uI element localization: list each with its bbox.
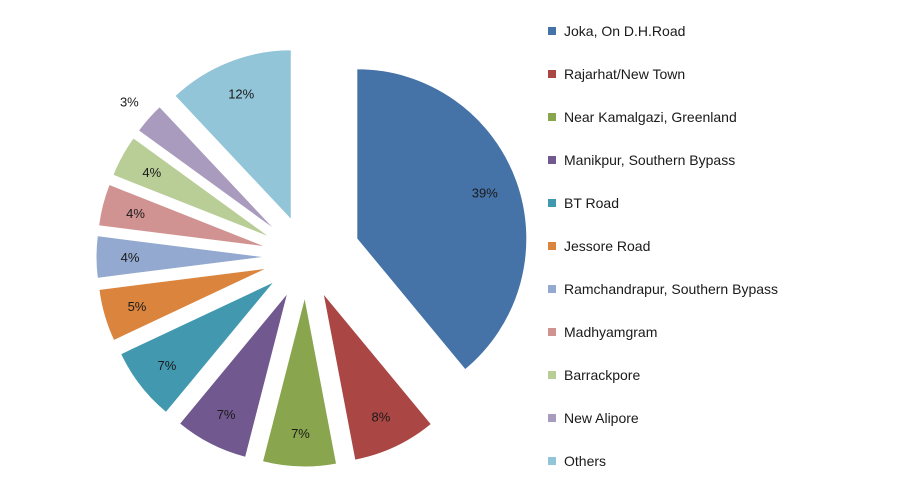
- legend-swatch: [548, 156, 556, 164]
- legend-swatch: [548, 457, 556, 465]
- legend-label: Joka, On D.H.Road: [564, 23, 686, 39]
- pie-slice: [95, 235, 267, 279]
- legend-label: Ramchandrapur, Southern Bypass: [564, 281, 779, 297]
- pie-slice: [261, 296, 338, 468]
- legend-swatch: [548, 70, 556, 78]
- slice-data-label: 4%: [126, 206, 145, 221]
- slice-data-label: 7%: [158, 358, 177, 373]
- pie-slice: [178, 292, 289, 458]
- legend-swatch: [548, 242, 556, 250]
- legend-item: Joka, On D.H.Road: [548, 22, 888, 65]
- legend-item: Madhyamgram: [548, 323, 888, 366]
- pie-slice: [119, 281, 275, 414]
- pie-slice: [137, 105, 277, 231]
- legend-label: Madhyamgram: [564, 324, 658, 340]
- legend-label: Others: [564, 453, 607, 469]
- legend-item: New Alipore: [548, 409, 888, 452]
- legend-swatch: [548, 414, 556, 422]
- legend-item: Near Kamalgazi, Greenland: [548, 108, 888, 151]
- legend-label: Barrackpore: [564, 367, 641, 383]
- legend-item: Rajarhat/New Town: [548, 65, 888, 108]
- slice-data-label: 5%: [128, 299, 147, 314]
- pie-slice: [98, 267, 268, 342]
- legend-label: New Alipore: [564, 410, 639, 426]
- slice-data-label: 8%: [372, 409, 391, 424]
- legend-item: Ramchandrapur, Southern Bypass: [548, 280, 888, 323]
- legend-swatch: [548, 285, 556, 293]
- legend-label: Rajarhat/New Town: [564, 66, 686, 82]
- legend-swatch: [548, 27, 556, 35]
- legend-swatch: [548, 328, 556, 336]
- legend-label: Manikpur, Southern Bypass: [564, 152, 736, 168]
- legend-item: BT Road: [548, 194, 888, 237]
- slice-data-label: 4%: [121, 250, 140, 265]
- pie-slice: [112, 137, 272, 239]
- legend-swatch: [548, 199, 556, 207]
- legend-item: Jessore Road: [548, 237, 888, 280]
- pie-slice: [98, 183, 268, 248]
- legend-swatch: [548, 371, 556, 379]
- legend-label: Near Kamalgazi, Greenland: [564, 109, 737, 125]
- legend-label: Jessore Road: [564, 238, 651, 254]
- legend-item: Others: [548, 452, 888, 495]
- pie-slice: [174, 49, 292, 222]
- slice-data-label: 4%: [142, 165, 161, 180]
- pie-slice: [322, 292, 433, 461]
- slice-data-label: 7%: [291, 426, 310, 441]
- slice-data-label: 12%: [228, 86, 254, 101]
- legend-label: BT Road: [564, 195, 619, 211]
- pie-slice: [356, 68, 528, 371]
- slice-data-label: 3%: [120, 94, 139, 109]
- legend-item: Manikpur, Southern Bypass: [548, 151, 888, 194]
- legend-item: Barrackpore: [548, 366, 888, 409]
- slice-data-label: 39%: [472, 186, 498, 201]
- legend-swatch: [548, 113, 556, 121]
- chart-legend: Joka, On D.H.Road Rajarhat/New Town Near K…: [548, 22, 888, 495]
- slice-data-label: 7%: [217, 407, 236, 422]
